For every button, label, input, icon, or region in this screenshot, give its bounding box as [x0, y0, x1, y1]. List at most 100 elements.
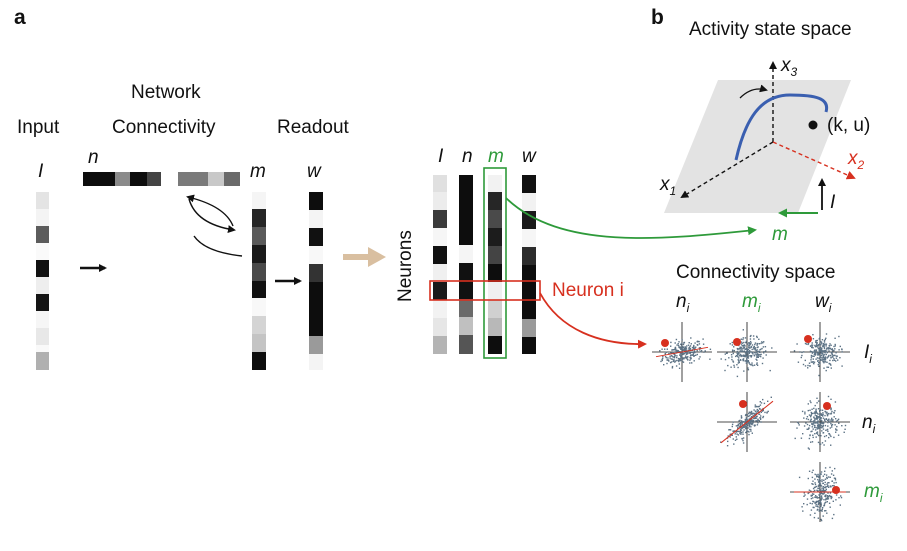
- scatter-point: [817, 500, 819, 503]
- scatter-point: [841, 365, 843, 367]
- scatter-point: [748, 361, 750, 364]
- scatter-point: [818, 510, 820, 512]
- scatter-point: [820, 425, 822, 427]
- scatter-point: [826, 366, 828, 368]
- scatter-point: [818, 351, 820, 353]
- scatter-point: [833, 477, 836, 479]
- scatter-point: [831, 410, 833, 413]
- scatter-point: [763, 351, 765, 353]
- scatter-point: [828, 494, 831, 497]
- scatter-point: [732, 361, 735, 363]
- scatter-point: [804, 413, 806, 415]
- conn-col-w-label: wi: [815, 291, 832, 315]
- scatter-point: [839, 357, 841, 359]
- scatter-point: [814, 429, 817, 431]
- scatter-point: [821, 357, 823, 359]
- scatter-point: [744, 426, 746, 428]
- x2-axis: [772, 141, 856, 180]
- scatter-point: [670, 358, 672, 360]
- conn-col-m-label: mi: [742, 291, 761, 315]
- scatter-point: [829, 485, 831, 487]
- scatter-point: [686, 353, 688, 355]
- scatter-point: [818, 477, 820, 479]
- scatter-point: [811, 413, 813, 415]
- scatter-point: [830, 356, 832, 358]
- scatter-point: [829, 496, 832, 498]
- scatter-point: [661, 348, 663, 350]
- scatter-point: [810, 359, 812, 361]
- scatter-point: [825, 474, 828, 476]
- scatter-point: [742, 439, 744, 442]
- scatter-point: [814, 352, 816, 354]
- scatter-point: [750, 351, 752, 353]
- scatter-point: [804, 411, 806, 413]
- scatter-point: [664, 348, 666, 350]
- scatter-point: [755, 358, 757, 360]
- scatter-point: [820, 471, 823, 473]
- scatter-point: [831, 470, 833, 472]
- scatter-point: [820, 473, 822, 475]
- scatter-point: [740, 415, 743, 417]
- scatter-point: [811, 344, 813, 346]
- scatter-point: [757, 406, 759, 408]
- scatter-point: [819, 424, 821, 426]
- scatter-point: [753, 351, 756, 354]
- scatter-point: [819, 432, 821, 434]
- scatter-point: [820, 409, 822, 411]
- scatter-point: [755, 417, 757, 419]
- scatter-point: [665, 351, 667, 354]
- scatter-point: [745, 360, 747, 363]
- scatter-point: [808, 414, 811, 416]
- scatter-point: [822, 412, 824, 414]
- scatter-point: [803, 351, 805, 353]
- scatter-point: [745, 425, 747, 428]
- scatter-wn: [790, 392, 850, 452]
- scatter-point: [684, 353, 686, 355]
- scatter-point: [703, 351, 705, 353]
- scatter-point: [830, 344, 832, 346]
- scatter-point: [833, 345, 835, 348]
- scatter-point: [684, 351, 687, 354]
- scatter-point: [745, 427, 747, 430]
- scatter-point: [749, 344, 751, 346]
- scatter-point: [754, 406, 756, 408]
- scatter-point: [742, 350, 744, 353]
- scatter-point: [747, 355, 749, 357]
- scatter-point: [838, 335, 840, 338]
- scatter-point: [839, 345, 841, 348]
- scatter-point: [830, 348, 832, 351]
- scatter-point: [693, 347, 695, 349]
- scatter-point: [745, 348, 748, 350]
- scatter-point: [734, 439, 737, 441]
- scatter-point: [815, 501, 817, 503]
- scatter-point: [807, 364, 809, 367]
- scatter-point: [811, 494, 813, 497]
- scatter-point: [741, 426, 744, 429]
- scatter-point: [817, 344, 820, 346]
- scatter-point: [807, 418, 810, 421]
- scatter-point: [726, 352, 728, 354]
- scatter-point: [817, 420, 819, 422]
- scatter-point: [750, 364, 752, 366]
- scatter-point: [812, 483, 814, 485]
- scatter-point: [813, 351, 815, 353]
- scatter-point: [730, 366, 732, 368]
- scatter-point: [829, 434, 831, 436]
- scatter-point: [758, 350, 761, 353]
- scatter-point: [747, 360, 750, 363]
- scatter-point: [659, 350, 661, 352]
- scatter-point: [738, 352, 740, 354]
- scatter-point: [816, 402, 818, 404]
- scatter-point: [843, 431, 845, 433]
- scatter-point: [745, 420, 748, 422]
- scatter-point: [693, 360, 695, 362]
- trajectory-direction-arrow: [739, 84, 768, 99]
- scatter-point: [816, 412, 818, 414]
- scatter-point: [838, 422, 840, 424]
- scatter-point: [691, 347, 694, 349]
- scatter-point: [829, 421, 831, 423]
- scatter-point: [754, 413, 756, 416]
- scatter-point: [816, 357, 819, 359]
- scatter-point: [826, 419, 829, 421]
- scatter-point: [742, 433, 744, 435]
